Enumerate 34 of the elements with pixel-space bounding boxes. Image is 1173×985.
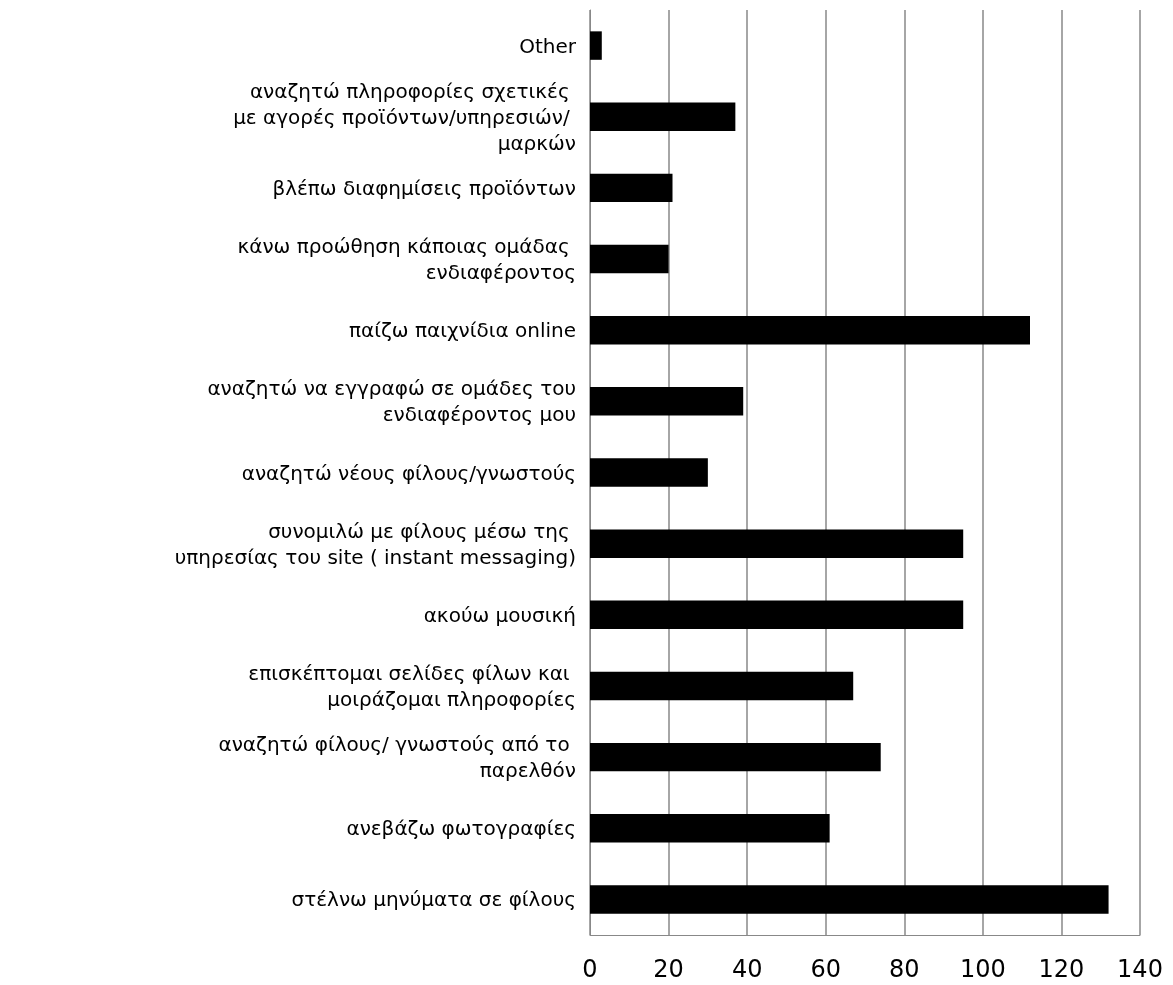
bar xyxy=(590,244,669,274)
bar xyxy=(590,600,964,630)
y-tick-label: βλέπω διαφημίσεις προϊόντων xyxy=(272,175,576,200)
y-tick-label: παίζω παιχνίδια online xyxy=(348,318,576,343)
y-tick-label: αναζητώ φίλους/ γνωστούς από το παρελθόν xyxy=(218,732,576,783)
y-tick-label: επισκέπτομαι σελίδες φίλων και μοιράζομαι πληροφορίες xyxy=(248,660,576,711)
bar xyxy=(590,102,736,131)
y-tick-label: αναζητώ πληροφορίες σχετικές με αγορές προϊόντων/υπηρεσιών/ μαρκών xyxy=(233,78,576,155)
x-tick-label: 100 xyxy=(959,955,1006,983)
bar xyxy=(590,814,830,843)
bar xyxy=(590,387,744,416)
bar xyxy=(590,885,1109,914)
x-tick-label: 120 xyxy=(1038,955,1085,983)
y-tick-label: αναζητώ νέους φίλους/γνωστούς xyxy=(241,460,576,485)
x-tick-label: 40 xyxy=(731,955,763,983)
y-tick-label: κάνω προώθηση κάποιας ομάδας ενδιαφέροντος xyxy=(237,234,576,285)
x-tick-label: 0 xyxy=(582,955,598,983)
bar xyxy=(590,315,1030,345)
y-tick-label: Other xyxy=(519,33,577,58)
y-tick-label: συνομιλώ με φίλους μέσω της υπηρεσίας του site ( instant messaging) xyxy=(174,518,576,569)
x-tick-label: 140 xyxy=(1117,955,1163,983)
y-tick-label: ανεβάζω φωτογραφίες xyxy=(346,816,576,841)
bar xyxy=(590,671,854,701)
bar xyxy=(590,529,964,558)
y-tick-label: αναζητώ να εγγραφώ σε ομάδες του ενδιαφέροντος μου xyxy=(207,376,576,427)
x-tick-label: 20 xyxy=(653,955,684,983)
bar xyxy=(590,742,881,772)
x-tick-label: 60 xyxy=(810,955,841,983)
bar xyxy=(590,173,673,203)
bar xyxy=(590,31,602,60)
x-tick-label: 80 xyxy=(889,955,920,983)
y-tick-label: ακούω μουσική xyxy=(423,602,576,627)
bar xyxy=(590,458,708,487)
y-tick-label: στέλνω μηνύματα σε φίλους xyxy=(291,887,576,912)
